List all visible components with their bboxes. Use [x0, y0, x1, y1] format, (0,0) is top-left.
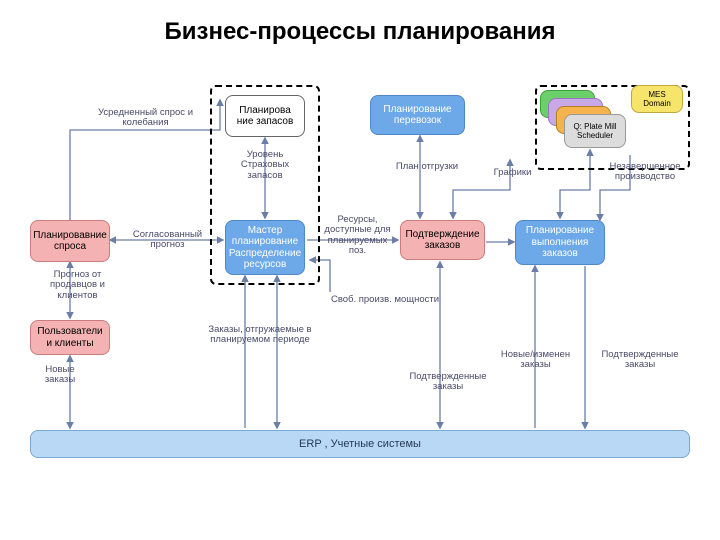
node-demand_plan: Планировавние спроса [30, 220, 110, 262]
edge-label: Заказы, отгружаемые в планируемом период… [205, 325, 315, 346]
edge-label: Новые/изменен заказы [488, 350, 583, 371]
node-inv_plan: Планирова ние запасов [225, 95, 305, 137]
edge-label: Незавершенное производство [595, 162, 695, 183]
node-users: Пользователи и клиенты [30, 320, 110, 355]
edge-label: Новые заказы [30, 365, 90, 386]
edge-label: Усредненный спрос и колебания [98, 108, 193, 129]
node-mes_domain: MES Domain [631, 85, 683, 113]
edge-label: Своб. произв. мощности [320, 295, 450, 305]
edge-label: Ресурсы, доступные для планируемых поз. [320, 215, 395, 257]
edge-label: Согласованный прогноз [125, 230, 210, 251]
edge-label: Прогноз от продавцов и клиентов [30, 270, 125, 301]
edge-label: Подтвержденные заказы [398, 372, 498, 393]
edge-label: План отгрузки [392, 162, 462, 172]
node-transport: Планирование перевозок [370, 95, 465, 135]
node-master_plan: Мастер планирование Распределение ресурс… [225, 220, 305, 275]
page-title: Бизнес-процессы планирования [0, 18, 720, 46]
diagram-stage: ERP , Учетные системы Планировавние спро… [30, 70, 690, 510]
edge-label: Уровень Страховых запасов [224, 150, 306, 181]
edge-label: Графики [485, 168, 540, 178]
node-confirm: Подтверждение заказов [400, 220, 485, 260]
node-exec_plan: Планирование выполнения заказов [515, 220, 605, 265]
erp-bar: ERP , Учетные системы [30, 430, 690, 458]
node-mes_grey: Q: Plate Mill Scheduler [564, 114, 626, 148]
edge-label: Подтвержденные заказы [590, 350, 690, 371]
